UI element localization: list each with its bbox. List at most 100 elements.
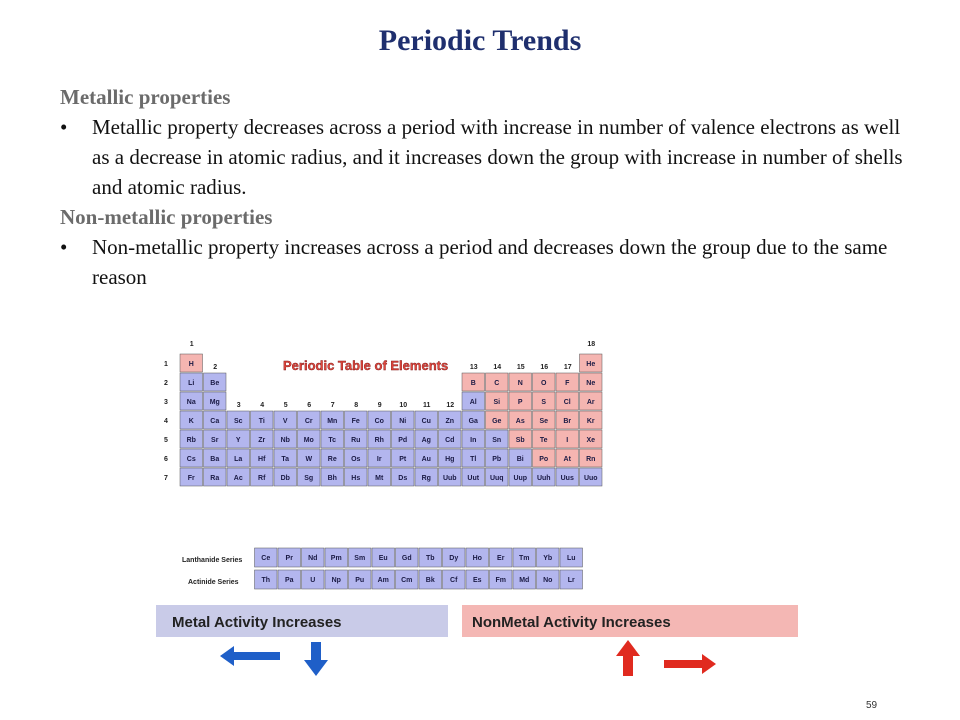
f-block-cell xyxy=(348,547,372,568)
element-symbol: Cm xyxy=(401,577,412,584)
element-symbol: Tb xyxy=(426,555,435,562)
group-label: 3 xyxy=(237,402,241,409)
group-label: 4 xyxy=(260,402,264,409)
periodic-table-title: Periodic Table of Elements xyxy=(283,358,448,373)
element-symbol: Sm xyxy=(354,555,365,562)
element-symbol: Pm xyxy=(331,555,342,562)
f-block-cell xyxy=(277,569,301,590)
element-symbol: Xe xyxy=(586,437,595,444)
element-cell xyxy=(532,448,556,468)
element-symbol: Am xyxy=(378,577,389,584)
element-symbol: Tm xyxy=(519,555,530,562)
element-cell xyxy=(579,429,603,449)
element-cell xyxy=(391,429,415,449)
element-cell xyxy=(273,467,297,487)
element-cell xyxy=(414,410,438,430)
element-symbol: Gd xyxy=(402,555,412,562)
element-cell xyxy=(414,429,438,449)
element-cell xyxy=(414,467,438,487)
element-cell xyxy=(297,448,321,468)
element-symbol: F xyxy=(565,380,570,387)
element-cell xyxy=(391,410,415,430)
element-cell xyxy=(485,372,509,392)
element-cell xyxy=(344,410,368,430)
period-label: 2 xyxy=(164,380,168,387)
f-block-cell xyxy=(371,547,395,568)
element-cell xyxy=(320,467,344,487)
f-block-cell xyxy=(559,547,583,568)
period-label: 7 xyxy=(164,475,168,482)
element-symbol: Ru xyxy=(351,437,360,444)
element-symbol: Fe xyxy=(352,418,360,425)
element-cell xyxy=(461,467,485,487)
period-label: 1 xyxy=(164,361,168,368)
element-symbol: Po xyxy=(539,456,548,463)
element-cell xyxy=(203,391,227,411)
f-block-cell xyxy=(442,569,466,590)
element-symbol: Pu xyxy=(355,577,364,584)
nonmetal-activity-banner: NonMetal Activity Increases xyxy=(462,605,798,637)
group-label: 16 xyxy=(540,364,548,371)
element-symbol: Ca xyxy=(210,418,219,425)
element-symbol: Sr xyxy=(211,437,219,444)
page-number: 59 xyxy=(866,700,878,711)
f-block-cell xyxy=(324,547,348,568)
element-cell xyxy=(320,410,344,430)
element-cell xyxy=(461,391,485,411)
element-cell xyxy=(485,448,509,468)
element-symbol: Hs xyxy=(351,475,360,482)
element-symbol: Fm xyxy=(496,577,507,584)
element-symbol: Pt xyxy=(399,456,407,463)
bullet-icon: • xyxy=(60,235,68,259)
element-symbol: Kr xyxy=(587,418,595,425)
element-cell xyxy=(532,391,556,411)
element-symbol: Au xyxy=(422,456,431,463)
element-cell xyxy=(508,372,532,392)
element-symbol: Ce xyxy=(261,555,270,562)
group-label: 15 xyxy=(517,364,525,371)
period-label: 4 xyxy=(164,418,168,425)
element-symbol: Rh xyxy=(375,437,384,444)
nonmetallic-heading: Non-metallic properties xyxy=(60,205,273,229)
element-symbol: In xyxy=(470,437,476,444)
element-cell xyxy=(367,429,391,449)
f-block-cell xyxy=(559,569,583,590)
group-label: 13 xyxy=(470,364,478,371)
element-symbol: Uup xyxy=(513,475,527,482)
element-symbol: Be xyxy=(210,380,219,387)
slide-title: Periodic Trends xyxy=(378,24,582,57)
nonmetal-activity-label: NonMetal Activity Increases xyxy=(472,614,671,631)
down-arrow-icon xyxy=(304,642,328,676)
metallic-bullet: • Metallic property decreases across a p… xyxy=(60,112,920,202)
element-symbol: Yb xyxy=(543,555,552,562)
element-symbol: Si xyxy=(493,399,500,406)
periodic-table-figure: H He Li Be B C N O F Ne Na Mg Al Si P S Cl Ar K Ca Sc Ti V Cr Mn… xyxy=(156,341,798,676)
nonmetallic-bullet: • Non-metallic property increases across… xyxy=(60,232,920,292)
element-symbol: Tl xyxy=(470,456,476,463)
element-symbol: Es xyxy=(473,577,482,584)
element-symbol: Lr xyxy=(568,577,575,584)
f-block-cell xyxy=(512,547,536,568)
group-label: 10 xyxy=(399,402,407,409)
element-cell xyxy=(226,410,250,430)
element-symbol: Ra xyxy=(210,475,219,482)
f-block-cell xyxy=(395,547,419,568)
element-cell xyxy=(438,448,462,468)
bullet-icon: • xyxy=(60,115,68,139)
f-block-cell xyxy=(442,547,466,568)
element-symbol: W xyxy=(305,456,312,463)
element-symbol: Cf xyxy=(450,577,458,584)
element-cell xyxy=(226,448,250,468)
element-cell xyxy=(250,467,274,487)
element-symbol: Ac xyxy=(234,475,243,482)
element-symbol: Er xyxy=(497,555,505,562)
element-symbol: Ds xyxy=(398,475,407,482)
element-symbol: P xyxy=(518,399,523,406)
metal-activity-label: Metal Activity Increases xyxy=(172,614,342,631)
element-cell xyxy=(508,410,532,430)
element-symbol: S xyxy=(541,399,546,406)
f-block-cell xyxy=(301,547,325,568)
element-symbol: Th xyxy=(261,577,270,584)
element-symbol: No xyxy=(543,577,552,584)
element-cell xyxy=(461,448,485,468)
